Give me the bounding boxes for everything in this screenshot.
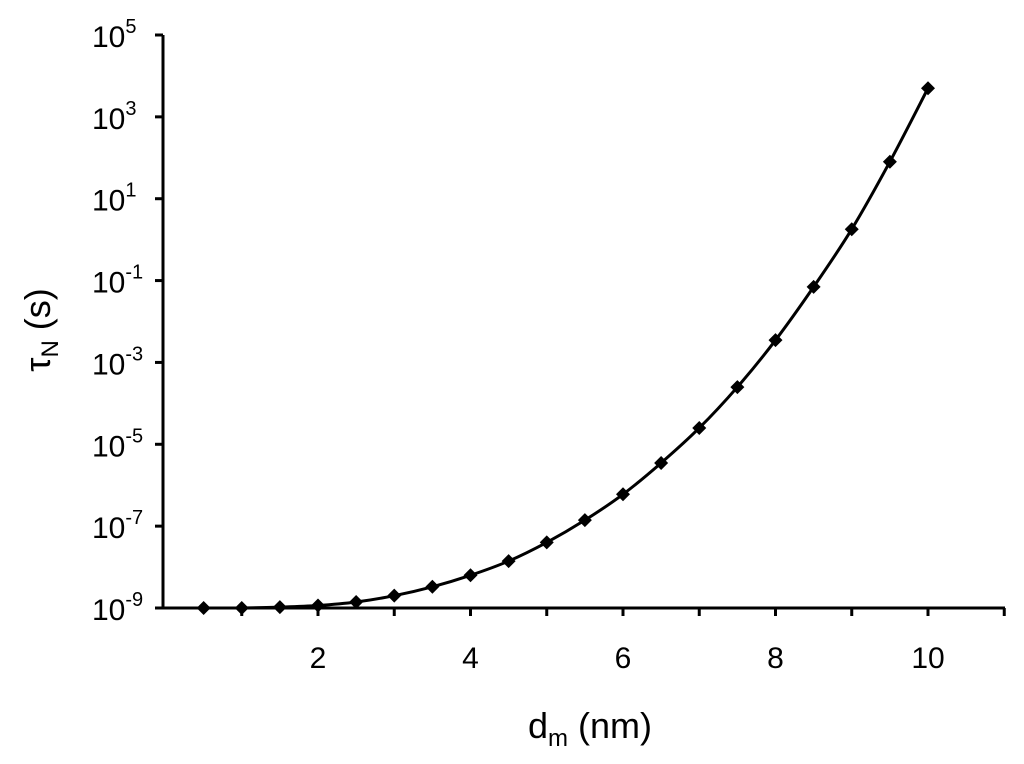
y-tick-label: 10-5 [92, 425, 143, 463]
data-point-diamond [730, 380, 745, 395]
data-point-diamond [921, 81, 935, 96]
y-tick-label: 10-7 [92, 507, 143, 545]
y-axis: 105 103 101 10-1 10-3 10-5 10-7 10-9 [92, 16, 165, 627]
data-point-diamond [768, 333, 783, 348]
data-point-diamond [387, 588, 402, 603]
x-axis: 2 4 6 8 10 [163, 606, 1006, 675]
data-point-diamond [463, 568, 478, 583]
x-tick-label: 10 [911, 642, 944, 675]
data-point-diamond [272, 600, 287, 615]
data-point-diamond [654, 455, 669, 470]
data-point-diamond [501, 554, 516, 569]
data-point-diamond [616, 487, 630, 502]
data-point-diamond [196, 601, 211, 615]
data-point-diamond [882, 154, 897, 169]
data-point-diamond [425, 579, 440, 594]
x-axis-title: dm (nm) [528, 705, 652, 752]
x-tick-label: 2 [310, 642, 327, 675]
y-axis-title: τN (s) [17, 288, 64, 372]
series-line [203, 87, 930, 610]
data-point-diamond [311, 598, 325, 613]
x-tick-label: 4 [462, 642, 479, 675]
y-tick-label: 101 [92, 180, 137, 218]
plot-area [196, 81, 935, 615]
y-tick-label: 10-9 [92, 589, 143, 627]
data-markers [196, 81, 935, 615]
y-ticks: 105 103 101 10-1 10-3 10-5 10-7 10-9 [92, 16, 163, 627]
x-tick-label: 6 [615, 642, 632, 675]
y-tick-label: 103 [92, 98, 137, 136]
data-point-diamond [577, 513, 592, 528]
data-point-diamond [844, 222, 859, 237]
y-tick-label: 10-1 [92, 262, 143, 300]
x-tick-label: 8 [767, 642, 784, 675]
data-point-diamond [806, 279, 821, 294]
y-tick-label: 10-3 [92, 343, 143, 381]
data-point-diamond [539, 535, 554, 550]
x-ticks: 2 4 6 8 10 [240, 608, 1006, 675]
y-tick-label: 105 [92, 16, 137, 54]
data-point-diamond [692, 420, 707, 435]
data-point-diamond [349, 595, 364, 610]
data-point-diamond [234, 601, 249, 615]
